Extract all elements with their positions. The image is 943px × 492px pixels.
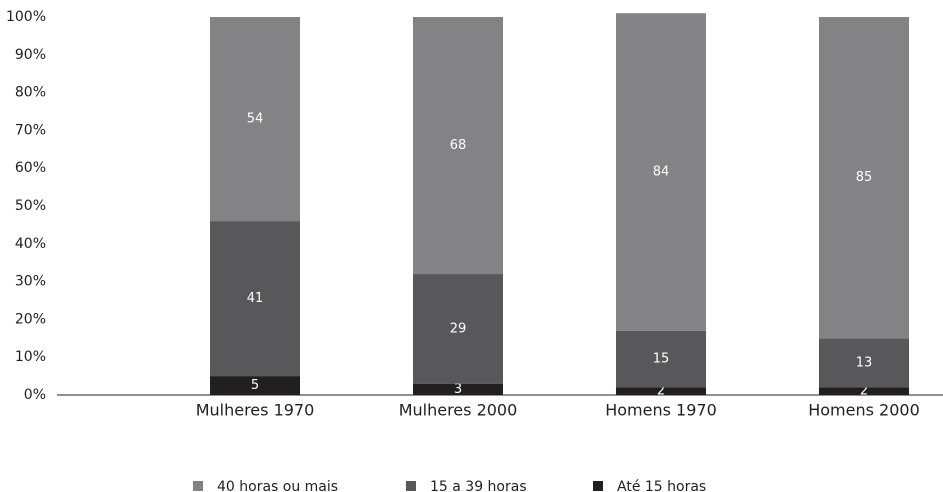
value-label: 13 [856, 355, 873, 370]
y-tick-label: 90% [15, 47, 46, 63]
y-tick-label: 60% [15, 160, 46, 176]
y-tick-label: 80% [15, 85, 46, 101]
value-label: 41 [247, 291, 264, 306]
bar-segment [819, 17, 909, 339]
value-label: 68 [450, 138, 467, 153]
bar-segment [819, 338, 909, 388]
bar-segment [210, 376, 300, 395]
value-label: 54 [247, 112, 264, 127]
legend-swatch [406, 481, 416, 491]
bar-segment [616, 13, 706, 331]
y-tick-label: 40% [15, 236, 46, 252]
legend-label: 15 a 39 horas [430, 479, 527, 492]
y-tick-label: 20% [15, 311, 46, 327]
x-tick-label: Mulheres 1970 [196, 401, 315, 420]
bar-segment [413, 274, 503, 384]
value-label: 85 [856, 170, 873, 185]
x-tick-label: Homens 2000 [808, 401, 920, 420]
bar-segment [210, 17, 300, 222]
y-tick-label: 70% [15, 122, 46, 138]
bar-segment [413, 383, 503, 395]
legend-label: 40 horas ou mais [217, 479, 338, 492]
legend-swatch [593, 481, 603, 491]
legend-swatch [193, 481, 203, 491]
value-label: 5 [251, 378, 259, 393]
bar-segment [616, 387, 706, 395]
value-label: 3 [454, 382, 462, 397]
bar-segment [616, 330, 706, 388]
bar-segment [413, 17, 503, 275]
y-tick-label: 30% [15, 274, 46, 290]
bar-segment [210, 221, 300, 377]
value-label: 2 [657, 384, 665, 399]
value-label: 84 [653, 164, 670, 179]
y-tick-label: 50% [15, 198, 46, 214]
x-tick-label: Mulheres 2000 [399, 401, 518, 420]
y-tick-label: 100% [6, 9, 46, 25]
value-label: 29 [450, 321, 467, 336]
value-label: 2 [860, 384, 868, 399]
legend-label: Até 15 horas [617, 479, 706, 492]
value-label: 15 [653, 352, 670, 367]
y-tick-label: 10% [15, 349, 46, 365]
x-tick-label: Homens 1970 [605, 401, 717, 420]
bar-segment [819, 387, 909, 395]
y-tick-label: 0% [24, 387, 46, 403]
